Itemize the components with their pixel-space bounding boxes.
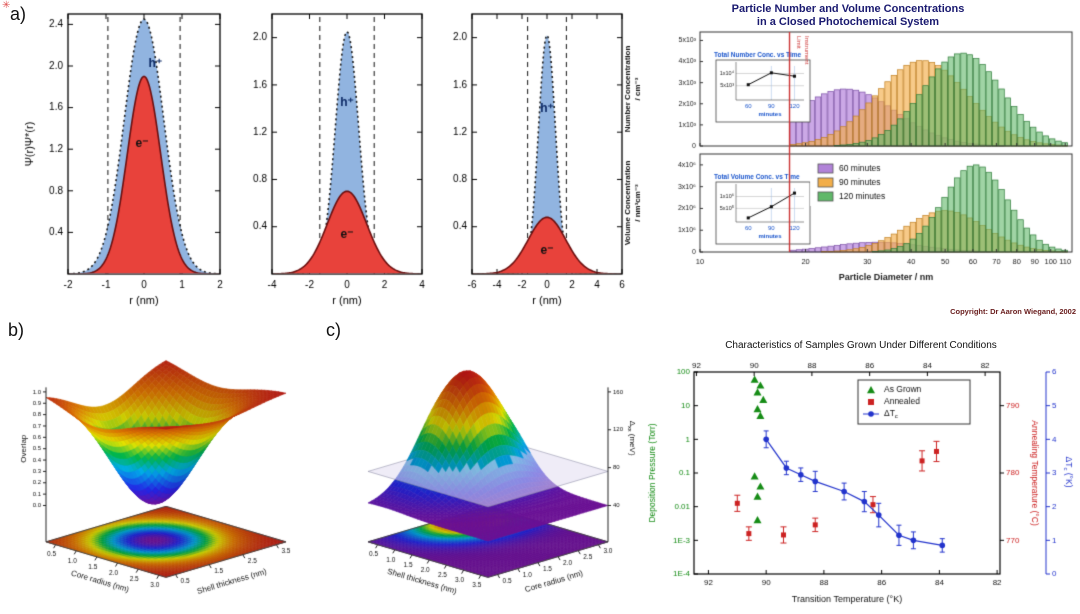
overlap-surface-plot — [16, 328, 316, 612]
photochem-title: Particle Number and Volume Concentration… — [616, 3, 1080, 29]
wavefunction-plot-3 — [436, 6, 632, 310]
scatter-plot-canvas — [642, 356, 1080, 610]
panel-c-label: c) — [326, 320, 341, 340]
photochemical-figure: Particle Number and Volume Concentration… — [616, 0, 1080, 318]
corner-watermark-icon: ✳ — [2, 0, 11, 11]
wavefunction-plot-1 — [16, 6, 230, 310]
particle-concentration-histograms — [616, 30, 1080, 296]
sample-characteristics-figure: Characteristics of Samples Grown Under D… — [642, 340, 1080, 614]
wavefunction-plot-2 — [236, 6, 432, 310]
copyright-note: Copyright: Dr Aaron Wiegand, 2002 — [950, 307, 1076, 316]
splitting-surface-plot — [338, 328, 638, 612]
photochem-title-line1: Particle Number and Volume Concentration… — [731, 3, 965, 15]
photochem-title-line2: in a Closed Photochemical System — [756, 16, 940, 28]
scatter-title: Characteristics of Samples Grown Under D… — [725, 340, 997, 351]
